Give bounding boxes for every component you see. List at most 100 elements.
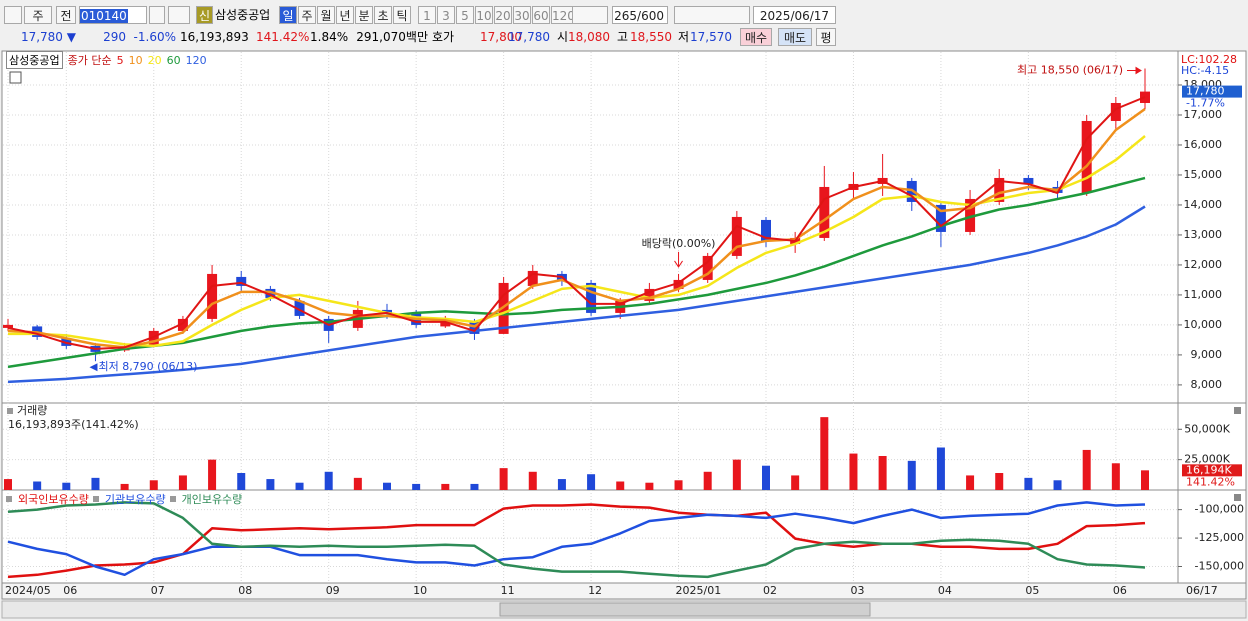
interval-button[interactable]: 60 <box>532 6 550 24</box>
volume-bar <box>1111 463 1120 490</box>
date-input[interactable]: 2025/06/17 <box>753 6 836 24</box>
last-price: 17,780 <box>1186 85 1225 98</box>
x-tick-label: 2024/05 <box>5 584 51 597</box>
candle-body <box>644 288 655 301</box>
period-button[interactable]: 년 <box>336 6 354 24</box>
panel-close[interactable] <box>1234 494 1241 501</box>
y-tick-label: 12,000 <box>1184 258 1223 271</box>
candle-body <box>1110 102 1121 121</box>
candle-body <box>265 288 276 298</box>
interval-button[interactable]: 10 <box>475 6 493 24</box>
high-label: 고 <box>617 30 629 44</box>
volume-bar <box>1053 480 1062 490</box>
candle-body <box>1081 120 1092 193</box>
amount: 291,070백만 <box>356 30 428 44</box>
candle-body <box>673 279 684 289</box>
candle-body <box>994 177 1005 202</box>
period-button[interactable]: 분 <box>355 6 373 24</box>
scroll-thumb[interactable] <box>499 602 871 617</box>
interval-button[interactable]: 120 <box>551 6 573 24</box>
volume-bar <box>324 471 333 490</box>
volume-bar <box>703 471 712 490</box>
annotation-arrow <box>674 251 683 268</box>
volume: 16,193,893 <box>180 30 249 44</box>
candle-body <box>586 282 597 313</box>
holding-line <box>7 501 1146 579</box>
period-button[interactable]: 틱 <box>393 6 411 24</box>
legend-entry: 120 <box>185 53 207 67</box>
interval-button[interactable]: 30 <box>513 6 531 24</box>
legend-title: 삼성중공업 <box>6 51 63 69</box>
candle-body <box>148 330 159 346</box>
volume-bar <box>645 482 654 490</box>
last-volume-ratio: 141.42% <box>1186 475 1235 488</box>
period-button[interactable]: 주 <box>298 6 316 24</box>
volume-bar <box>412 483 421 490</box>
interval-select[interactable] <box>572 6 608 24</box>
interval-button[interactable]: 3 <box>437 6 455 24</box>
candle-body <box>935 204 946 232</box>
panel-subtitle: 16,193,893주(141.42%) <box>8 418 139 431</box>
volume-bar <box>674 480 683 490</box>
holding-line <box>7 503 1146 579</box>
legend-entry: 10 <box>128 53 143 67</box>
candle-body <box>1023 177 1034 184</box>
code-text: 010140 <box>80 9 128 23</box>
sound-button[interactable] <box>168 6 190 24</box>
last-price-box <box>1182 85 1242 98</box>
market-select[interactable]: 주 <box>24 6 52 24</box>
prev-button[interactable]: 전 <box>56 6 76 24</box>
panel-close[interactable] <box>1234 407 1241 414</box>
period-button[interactable]: 일 <box>279 6 297 24</box>
volume-bar <box>33 481 42 490</box>
ma-line <box>7 107 1146 349</box>
legend-entry: 20 <box>147 53 162 67</box>
volume-bar <box>441 483 450 490</box>
search-button[interactable] <box>149 6 165 24</box>
volume-bar <box>995 473 1004 490</box>
code-input[interactable]: 010140 <box>79 6 147 24</box>
x-tick-label: 04 <box>938 584 952 597</box>
low: 17,570 <box>690 30 732 44</box>
annotation-arrow <box>1127 66 1142 75</box>
x-tick-label: 09 <box>326 584 340 597</box>
volume-bar <box>499 468 508 490</box>
buy-button[interactable]: 매수 <box>740 28 772 46</box>
y-tick-label: 16,000 <box>1184 138 1223 151</box>
candle-body <box>702 255 713 280</box>
hc-label: HC:-4.15 <box>1181 64 1229 77</box>
candle-body <box>527 270 538 286</box>
y-tick-label: 9,000 <box>1191 348 1223 361</box>
volume-bar <box>149 480 158 490</box>
period-button[interactable]: 월 <box>317 6 335 24</box>
table-icon[interactable] <box>9 71 22 84</box>
volume-bar <box>732 459 741 490</box>
annotation: 최고 18,550 (06/17) <box>1017 63 1123 76</box>
candle-body <box>294 300 305 316</box>
period-button[interactable]: 초 <box>374 6 392 24</box>
avg-button[interactable]: 평 <box>816 28 836 46</box>
menu-icon[interactable] <box>4 6 22 24</box>
x-tick-label: 06 <box>1113 584 1127 597</box>
interval-button[interactable]: 1 <box>418 6 436 24</box>
sell-button[interactable]: 매도 <box>778 28 812 46</box>
tool-icons[interactable] <box>674 6 750 24</box>
candle-body <box>440 321 451 327</box>
turnover: 1.84% <box>310 30 349 44</box>
lc-label: LC:102.28 <box>1181 53 1237 66</box>
candle-body <box>731 216 742 256</box>
y-tick-label: -125,000 <box>1195 531 1244 544</box>
legend-entry: 외국인보유수량 <box>18 493 89 506</box>
count-box[interactable]: 265/600 <box>612 6 668 24</box>
volume-bar <box>1082 449 1091 490</box>
last-volume-box <box>1182 464 1242 477</box>
y-tick-label: 11,000 <box>1184 288 1223 301</box>
volume-bar <box>936 447 945 490</box>
interval-button[interactable]: 5 <box>456 6 474 24</box>
holdings-legend: 외국인보유수량 기관보유수량 개인보유수량 <box>6 492 242 506</box>
x-tick-label: 02 <box>763 584 777 597</box>
interval-button[interactable]: 20 <box>494 6 512 24</box>
x-tick-label: 08 <box>238 584 252 597</box>
legend-entry: 개인보유수량 <box>181 493 243 506</box>
